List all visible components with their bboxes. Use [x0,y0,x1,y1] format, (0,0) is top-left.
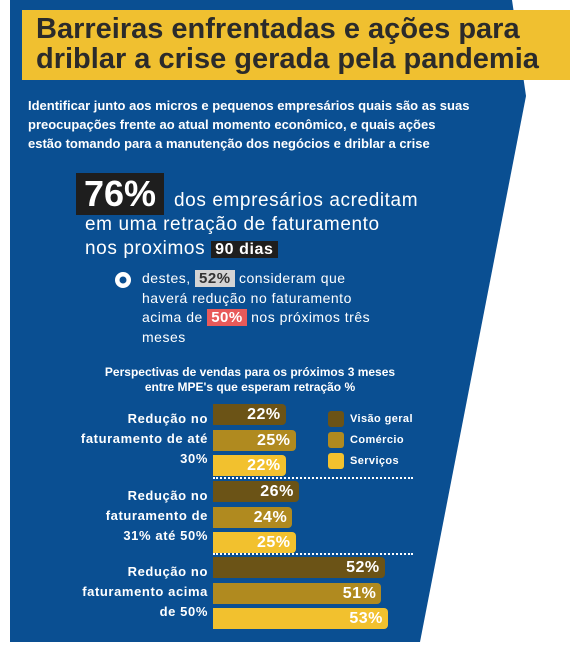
days: 90 dias [211,241,278,258]
threshold: 50% [207,309,247,326]
intro-line: estão tomando para a manutenção dos negó… [28,136,430,151]
value-label: 53% [349,610,383,627]
bullet: destes, 52% consideram que haverá reduçã… [142,269,370,347]
intro-line: Identificar junto aos micros e pequenos … [28,98,470,113]
bar: 22% [213,455,286,476]
title: Barreiras enfrentadas e ações para dribl… [36,14,539,74]
legend-swatch [328,453,344,469]
bar: 26% [213,481,299,502]
blue-panel [10,0,526,642]
share: 52% [195,270,235,287]
value-label: 52% [346,559,380,576]
stat: 76% [76,173,165,215]
legend-label: Visão geral [350,413,413,425]
bullet-text: consideram que [238,270,346,286]
chart-title: Perspectivas de vendas para os próximos … [60,365,440,395]
bar: 53% [213,608,388,629]
stat-text: dos empresários acreditam [174,190,419,211]
bar: 52% [213,557,385,578]
bullet-line: acima de 50% nos próximos três [142,308,370,328]
legend-swatch [328,432,344,448]
bullet-icon [115,272,131,288]
bar: 25% [213,532,296,553]
value-label: 26% [260,483,294,500]
bullet-line: destes, 52% consideram que [142,269,370,289]
title-line: driblar a crise gerada pela pandemia [36,43,539,75]
bullet-text: acima de [142,309,203,325]
value-label: 24% [253,508,288,526]
category-label: Redução no faturamento de até 30% [80,411,208,466]
category-label: Redução no faturamento de 31% até 50% [105,488,208,543]
bullet-text: nos próximos três [251,309,371,325]
title-line: Barreiras enfrentadas e ações para [36,13,520,45]
bar: 51% [213,582,382,604]
separator [213,553,413,555]
category-label: Redução no faturamento acima de 50% [82,564,208,619]
stat-text: nos proximos 90 dias [85,238,278,260]
legend-label: Comércio [350,434,404,446]
bullet-line: haverá redução no faturamento [142,289,352,306]
stat-text: nos proximos [85,238,206,259]
intro: Identificar junto aos micros e pequenos … [28,96,469,153]
value-label: 22% [247,457,281,474]
stat-text: em uma retração de faturamento [85,214,380,235]
value-label: 22% [247,406,281,423]
intro-line: preocupações frente ao atual momento eco… [28,117,436,132]
chart-title-line: entre MPE's que esperam retração % [144,380,356,394]
bullet-text: destes, [142,270,191,286]
value-label: 25% [256,431,291,449]
chart-title-line: Perspectivas de vendas para os próximos … [104,365,396,379]
legend-swatch [328,411,344,427]
separator [213,477,413,479]
bar: 22% [213,404,286,425]
title-box [22,10,570,80]
value-label: 51% [342,584,377,602]
legend-label: Serviços [350,455,400,467]
bar: 25% [213,429,296,451]
value-label: 25% [256,534,291,551]
bar: 24% [213,506,293,528]
bullet-line: meses [142,328,186,345]
